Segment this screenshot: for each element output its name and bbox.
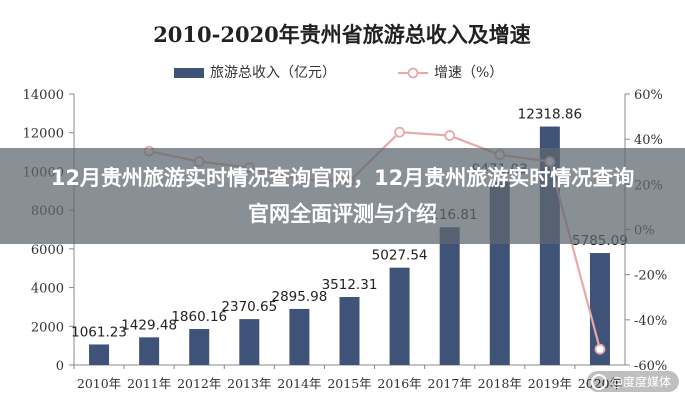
right-tick-label: 40% [634, 133, 663, 148]
legend-label-growth: 增速（%） [434, 65, 503, 81]
bar [289, 308, 310, 365]
x-tick-label: 2013年 [227, 376, 271, 391]
bar-data-label: 1860.16 [171, 309, 227, 325]
watermark: @度度媒体 [586, 371, 679, 392]
right-tick-label: -40% [634, 314, 667, 329]
bar [339, 297, 360, 365]
bar-data-label: 3512.31 [322, 277, 378, 293]
bar [139, 337, 160, 365]
growth-point [594, 343, 606, 355]
bar [439, 227, 460, 365]
x-tick-label: 2010年 [77, 376, 121, 391]
bar-data-label: 1429.48 [121, 317, 177, 333]
left-tick-label: 0 [56, 359, 64, 374]
left-tick-label: 6000 [31, 243, 64, 258]
growth-point [394, 126, 405, 138]
growth-point [444, 130, 456, 141]
bar-data-label: 5027.54 [372, 248, 428, 264]
x-tick-label: 2018年 [478, 376, 522, 391]
right-tick-label: -60% [634, 359, 667, 374]
banner-title[interactable]: 12月贵州旅游实时情况查询官网，12月贵州旅游实时情况查询官网全面评测与介绍 [50, 166, 635, 226]
right-tick-label: -20% [634, 269, 667, 284]
x-tick-label: 2015年 [327, 376, 371, 391]
bar-data-label: 2370.65 [221, 299, 277, 315]
left-tick-label: 2000 [31, 320, 64, 335]
bar-data-label: 2895.98 [271, 289, 327, 305]
left-tick-label: 14000 [23, 88, 64, 103]
bar-data-label: 12318.86 [518, 107, 582, 123]
x-tick-label: 2019年 [528, 376, 572, 391]
bar [239, 319, 260, 365]
chart-title: 2010-2020年贵州省旅游总收入及增速 [153, 22, 531, 47]
legend-label-revenue: 旅游总收入（亿元） [210, 65, 336, 81]
bar [189, 328, 210, 365]
x-tick-label: 2017年 [428, 376, 472, 391]
bar-data-label: 1061.23 [71, 324, 127, 340]
bar [389, 267, 410, 365]
title-banner[interactable]: 12月贵州旅游实时情况查询官网，12月贵州旅游实时情况查询官网全面评测与介绍 [0, 148, 685, 244]
chart-legend: 旅游总收入（亿元） 增速（%） [174, 65, 503, 81]
right-tick-label: 60% [634, 88, 663, 103]
media-logo-icon [590, 373, 607, 390]
legend-marker-growth [407, 67, 419, 79]
legend-swatch-revenue [174, 68, 204, 78]
x-tick-label: 2012年 [177, 376, 221, 391]
left-tick-label: 12000 [23, 127, 64, 142]
x-tick-label: 2011年 [127, 376, 171, 391]
bar [589, 253, 610, 365]
x-tick-label: 2014年 [277, 376, 321, 391]
left-tick-label: 4000 [31, 282, 64, 297]
bar [89, 344, 110, 365]
watermark-text: @度度媒体 [610, 375, 671, 389]
x-tick-label: 2016年 [377, 376, 421, 391]
